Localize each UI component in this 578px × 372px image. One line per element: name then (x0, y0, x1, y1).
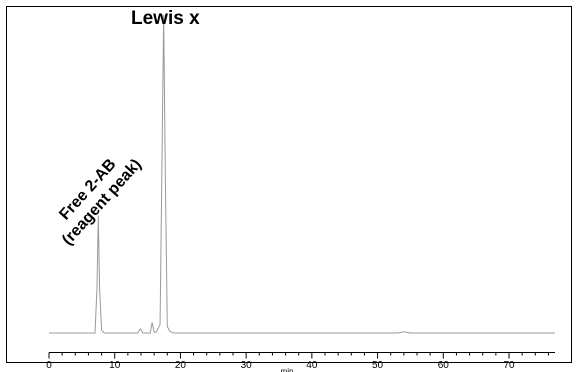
x-tick-label: 30 (241, 360, 253, 371)
plot-frame (6, 6, 572, 363)
x-tick-label: 50 (372, 360, 384, 371)
x-axis-ticks: 0 10 20 30 40 50 60 70 (46, 352, 549, 371)
x-tick-label: 20 (175, 360, 187, 371)
lewis-x-peak-label: Lewis x (131, 8, 200, 29)
x-tick-label: 10 (109, 360, 121, 371)
x-tick-label: 70 (503, 360, 515, 371)
x-tick-label: 60 (438, 360, 450, 371)
x-tick-label: 40 (306, 360, 318, 371)
chromatogram-trace (49, 14, 555, 334)
x-tick-label: 0 (46, 360, 52, 371)
x-axis-unit: min (281, 367, 294, 372)
